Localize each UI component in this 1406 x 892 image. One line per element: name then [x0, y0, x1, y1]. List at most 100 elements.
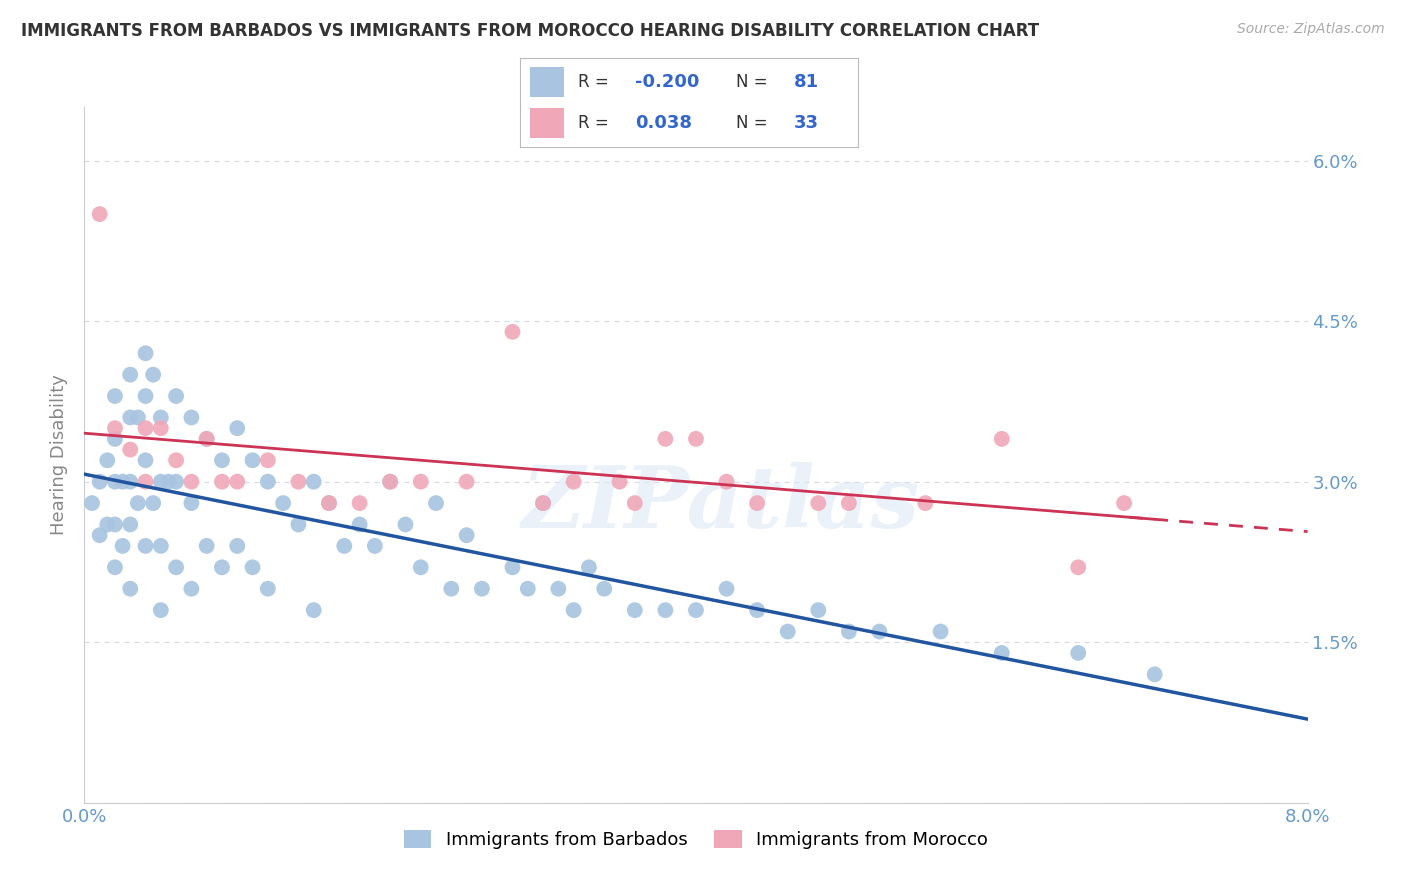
- Point: [104, 560, 127, 574]
- Point: [104, 421, 127, 435]
- Point: [120, 517, 142, 532]
- Text: R =: R =: [578, 73, 613, 91]
- Text: N =: N =: [737, 73, 773, 91]
- Point: [226, 475, 249, 489]
- Point: [149, 421, 172, 435]
- Point: [409, 475, 432, 489]
- Point: [180, 496, 202, 510]
- Point: [578, 560, 600, 574]
- Point: [120, 442, 142, 457]
- Point: [96, 517, 118, 532]
- Y-axis label: Hearing Disability: Hearing Disability: [49, 375, 67, 535]
- Point: [180, 475, 202, 489]
- Text: IMMIGRANTS FROM BARBADOS VS IMMIGRANTS FROM MOROCCO HEARING DISABILITY CORRELATI: IMMIGRANTS FROM BARBADOS VS IMMIGRANTS F…: [21, 22, 1039, 40]
- Point: [89, 207, 111, 221]
- Point: [716, 475, 738, 489]
- Text: R =: R =: [578, 114, 619, 132]
- Point: [111, 475, 134, 489]
- Point: [776, 624, 799, 639]
- Point: [869, 624, 891, 639]
- Point: [929, 624, 952, 639]
- Point: [257, 475, 280, 489]
- Point: [562, 475, 585, 489]
- Text: Source: ZipAtlas.com: Source: ZipAtlas.com: [1237, 22, 1385, 37]
- Point: [318, 496, 340, 510]
- Point: [287, 517, 309, 532]
- Point: [456, 528, 478, 542]
- Point: [425, 496, 447, 510]
- Point: [1067, 560, 1090, 574]
- Point: [195, 432, 218, 446]
- Point: [747, 496, 769, 510]
- Point: [211, 453, 233, 467]
- Point: [609, 475, 631, 489]
- Point: [120, 582, 142, 596]
- Point: [471, 582, 494, 596]
- Point: [838, 624, 860, 639]
- Point: [440, 582, 463, 596]
- Point: [165, 453, 187, 467]
- Point: [226, 421, 249, 435]
- Point: [135, 539, 157, 553]
- Point: [716, 582, 738, 596]
- Point: [226, 539, 249, 553]
- Point: [654, 432, 676, 446]
- Point: [624, 496, 647, 510]
- Point: [838, 496, 860, 510]
- Point: [562, 603, 585, 617]
- Point: [302, 603, 325, 617]
- Point: [135, 346, 157, 360]
- Point: [89, 528, 111, 542]
- Point: [257, 582, 280, 596]
- Point: [531, 496, 554, 510]
- Point: [531, 496, 554, 510]
- Point: [211, 560, 233, 574]
- Point: [96, 453, 118, 467]
- Point: [807, 603, 830, 617]
- Point: [380, 475, 402, 489]
- Point: [349, 517, 371, 532]
- Text: 0.038: 0.038: [636, 114, 692, 132]
- Text: -0.200: -0.200: [636, 73, 699, 91]
- Point: [516, 582, 538, 596]
- Text: ZIPatlas: ZIPatlas: [522, 462, 920, 545]
- Point: [349, 496, 371, 510]
- Point: [195, 539, 218, 553]
- Point: [135, 453, 157, 467]
- Point: [104, 389, 127, 403]
- Point: [149, 539, 172, 553]
- Point: [1143, 667, 1166, 681]
- Point: [127, 410, 149, 425]
- Point: [380, 475, 402, 489]
- Point: [120, 410, 142, 425]
- Point: [914, 496, 936, 510]
- Bar: [530, 108, 564, 138]
- Point: [502, 325, 524, 339]
- Point: [149, 603, 172, 617]
- Legend: Immigrants from Barbados, Immigrants from Morocco: Immigrants from Barbados, Immigrants fro…: [396, 822, 995, 856]
- Point: [104, 517, 127, 532]
- Point: [165, 560, 187, 574]
- Point: [211, 475, 233, 489]
- Text: 81: 81: [793, 73, 818, 91]
- Point: [180, 410, 202, 425]
- Point: [318, 496, 340, 510]
- Point: [195, 432, 218, 446]
- Point: [685, 603, 707, 617]
- Point: [180, 582, 202, 596]
- Point: [120, 475, 142, 489]
- Point: [991, 432, 1014, 446]
- Point: [257, 453, 280, 467]
- Point: [409, 560, 432, 574]
- Point: [547, 582, 569, 596]
- Point: [142, 368, 165, 382]
- Bar: [530, 67, 564, 97]
- Point: [807, 496, 830, 510]
- Point: [80, 496, 103, 510]
- Point: [271, 496, 294, 510]
- Point: [685, 432, 707, 446]
- Point: [149, 410, 172, 425]
- Point: [89, 475, 111, 489]
- Point: [135, 421, 157, 435]
- Point: [364, 539, 387, 553]
